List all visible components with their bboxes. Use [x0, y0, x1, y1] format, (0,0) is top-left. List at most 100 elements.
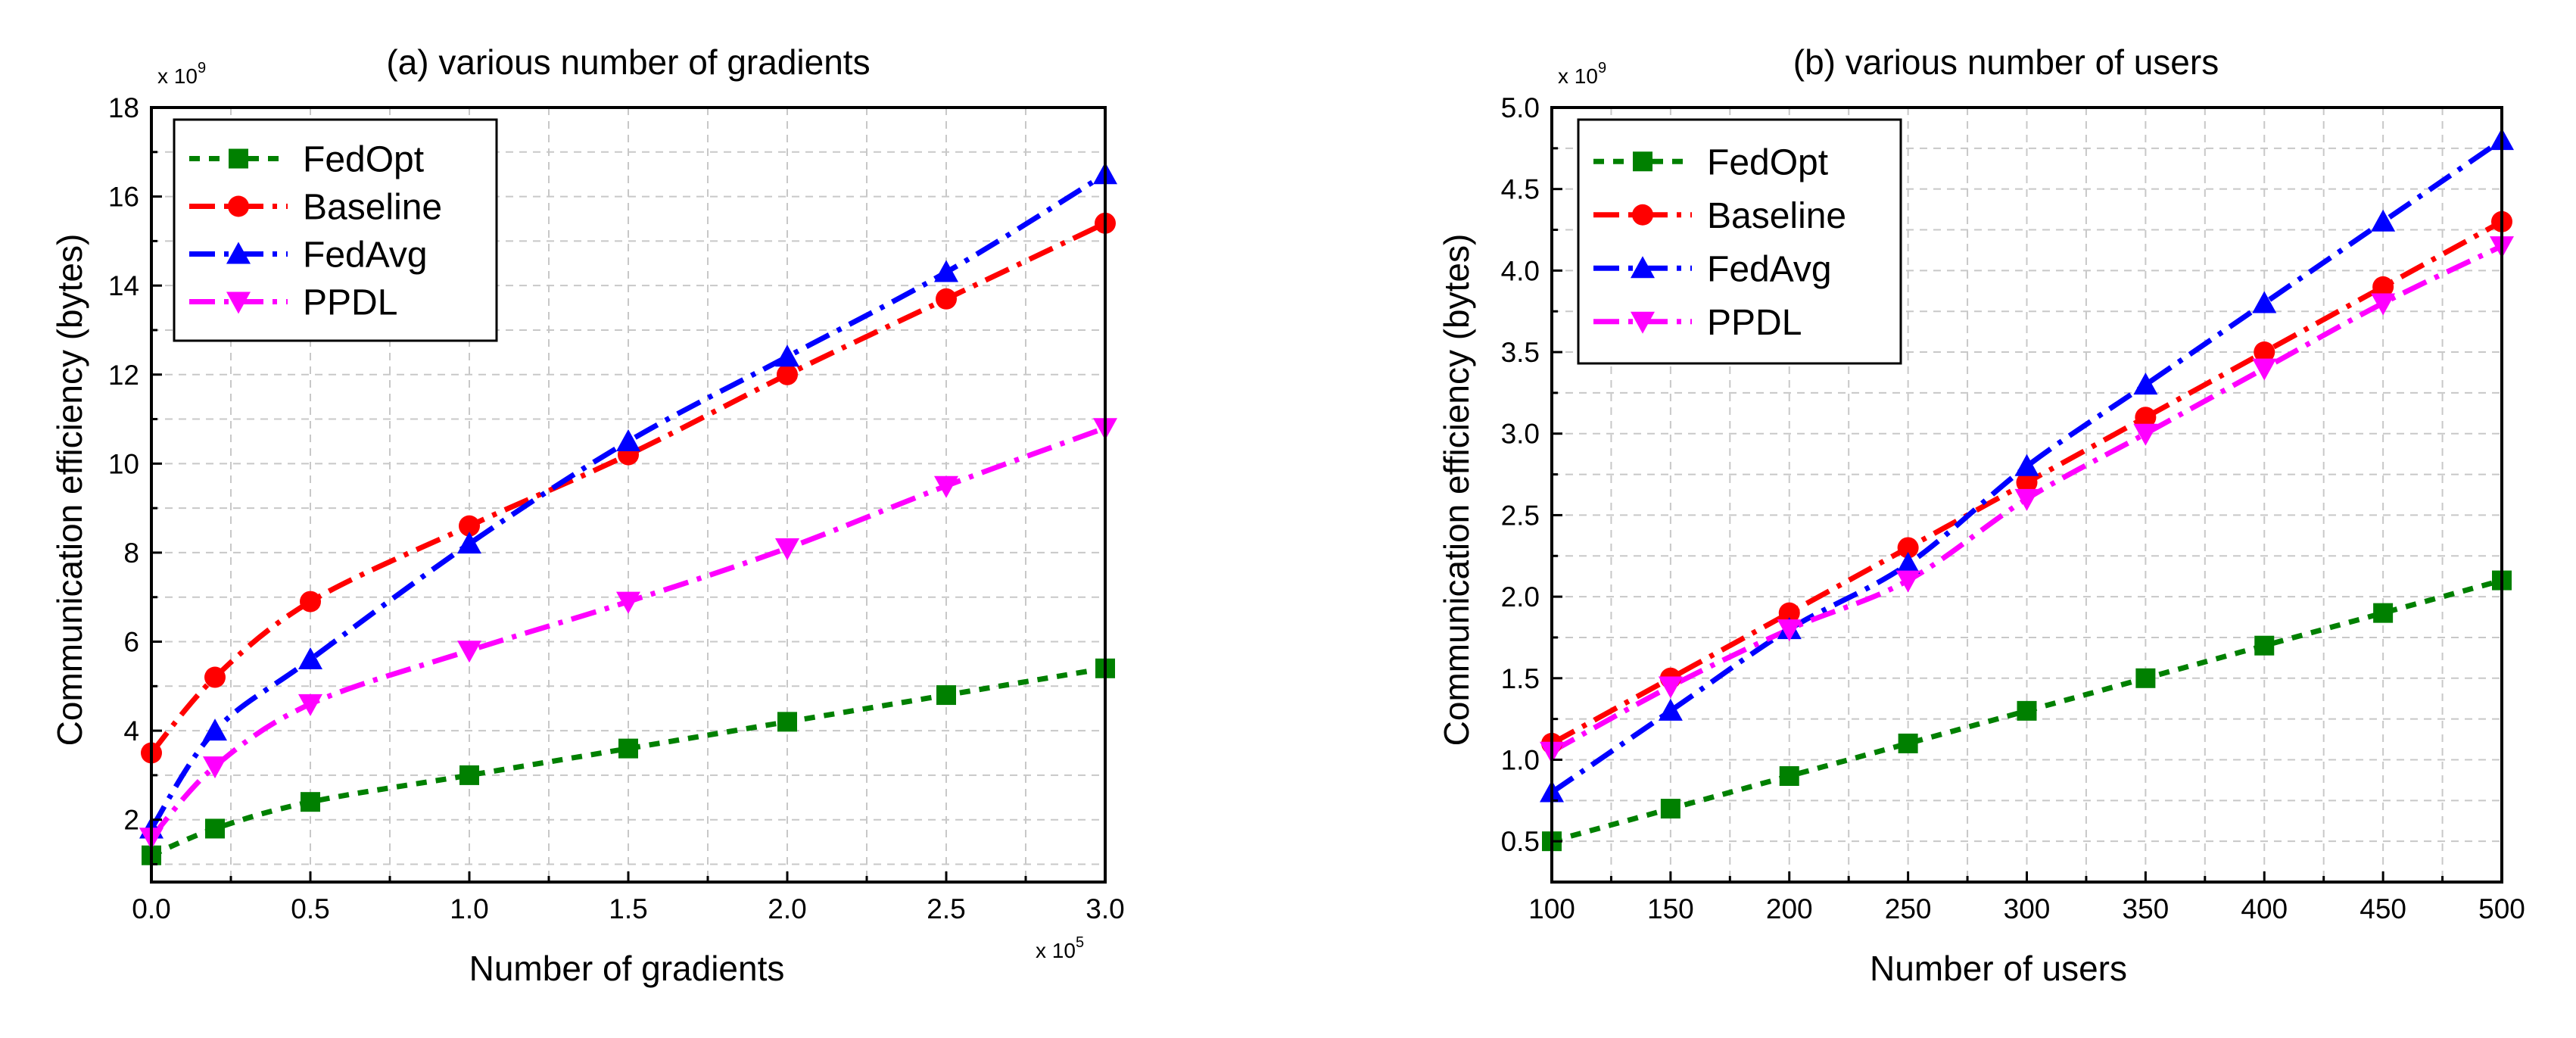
legend-label-ppdl: PPDL	[303, 283, 397, 323]
data-point-baseline	[2254, 341, 2275, 363]
x-axis-label: Number of users	[1870, 949, 2127, 988]
legend: FedOpt Baseline FedAvg PPDL	[1577, 118, 1902, 365]
data-point-fedavg	[934, 260, 958, 282]
y-axis-label: Communication efficiency (bytes)	[1437, 234, 1476, 747]
grid	[151, 107, 1106, 882]
series-line-baseline	[149, 220, 1107, 755]
x-tick-labels: 0.0 0.5 1.0 1.5 2.0 2.5 3.0	[132, 893, 1124, 924]
y-tick-label: 5.0	[1501, 92, 1540, 123]
x-tick-label: 200	[1766, 893, 1813, 924]
chart-title: (a) various number of gradients	[386, 42, 870, 82]
y-tick-label: 4.0	[1501, 255, 1540, 286]
data-point-baseline	[936, 288, 957, 310]
y-tick-label: 1.0	[1501, 744, 1540, 775]
data-point-fedavg	[616, 429, 640, 451]
y-tick-label: 3.0	[1501, 419, 1540, 450]
y-tick-label: 6	[123, 627, 139, 658]
legend-marker-fedavg	[226, 242, 251, 264]
data-point-ppdl	[2014, 488, 2039, 511]
legend-marker-baseline	[1632, 204, 1653, 226]
data-point-baseline	[1897, 537, 1919, 559]
data-point-ppdl	[1777, 619, 1802, 642]
y-tick-labels: 2 4 6 8 10 12 14 16 18	[108, 92, 139, 836]
y-tick-label: 2.0	[1501, 581, 1540, 613]
data-point-fedopt	[2373, 603, 2394, 623]
x-tick-label: 2.0	[768, 893, 806, 924]
y-tick-label: 10	[108, 448, 139, 479]
data-point-fedavg	[2133, 372, 2158, 395]
data-point-baseline	[1778, 602, 1800, 624]
x-tick-label: 500	[2478, 893, 2525, 924]
tick-marks	[150, 106, 1107, 882]
x-tick-label: 0.5	[291, 893, 329, 924]
data-point-ppdl	[203, 756, 227, 779]
data-point-ppdl	[2252, 358, 2277, 381]
data-point-baseline	[2372, 276, 2394, 298]
data-point-baseline	[459, 515, 480, 537]
y-tick-label: 18	[108, 92, 139, 123]
x-tick-labels: 100 150 200 250 300 350 400 450 500	[1528, 893, 2525, 924]
data-point-fedavg	[1658, 698, 1683, 721]
data-point-fedopt	[205, 818, 225, 839]
y-tick-label: 2.5	[1501, 500, 1540, 531]
data-point-ppdl	[457, 641, 481, 663]
data-point-baseline	[2016, 472, 2038, 494]
data-point-baseline	[2135, 407, 2157, 429]
data-point-fedavg	[2371, 209, 2396, 232]
x-tick-label: 1.5	[609, 893, 647, 924]
data-point-baseline	[300, 591, 321, 613]
y-tick-label: 12	[108, 360, 139, 391]
legend-label-fedopt: FedOpt	[1707, 142, 1828, 182]
data-point-fedavg	[775, 344, 799, 367]
legend-label-fedavg: FedAvg	[1707, 249, 1832, 289]
data-point-fedavg	[1895, 552, 1920, 575]
legend-marker-baseline	[228, 195, 249, 217]
y-tick-label: 2	[123, 805, 139, 836]
x-tick-label: 0.0	[132, 893, 170, 924]
data-point-baseline	[777, 363, 798, 385]
legend-label-baseline: Baseline	[1707, 196, 1846, 236]
data-point-ppdl	[298, 694, 322, 716]
y-tick-label: 14	[108, 270, 139, 301]
x-tick-label: 350	[2123, 893, 2170, 924]
y-multiplier: x 109	[1558, 60, 1606, 88]
data-point-fedopt	[301, 792, 320, 812]
series-line-fedavg	[149, 172, 1107, 831]
data-point-fedopt	[777, 712, 797, 732]
x-tick-label: 1.0	[450, 893, 488, 924]
data-point-fedopt	[2017, 700, 2037, 721]
data-point-fedopt	[1898, 733, 1918, 753]
tick-marks	[1550, 106, 2503, 882]
y-multiplier: x 109	[157, 60, 206, 88]
y-tick-labels: 0.5 1.0 1.5 2.0 2.5 3.0 3.5 4.0 4.5 5.0	[1501, 92, 1540, 857]
legend-label-ppdl: PPDL	[1707, 303, 1802, 343]
data-point-ppdl	[2371, 293, 2396, 316]
legend-label-fedopt: FedOpt	[303, 140, 424, 180]
x-multiplier: x 105	[1036, 934, 1084, 962]
x-tick-label: 250	[1885, 893, 1932, 924]
data-point-baseline	[204, 666, 226, 688]
y-tick-label: 8	[123, 538, 139, 569]
data-point-fedavg	[457, 531, 481, 554]
data-point-ppdl	[1658, 676, 1683, 699]
y-tick-label: 4.5	[1501, 174, 1540, 205]
x-tick-label: 400	[2241, 893, 2288, 924]
legend-label-baseline: Baseline	[303, 188, 442, 228]
legend-marker-ppdl	[1631, 311, 1655, 334]
x-tick-label: 150	[1647, 893, 1694, 924]
data-point-fedopt	[936, 685, 956, 706]
data-point-fedopt	[2135, 668, 2156, 688]
y-tick-label: 3.5	[1501, 337, 1540, 368]
data-point-fedavg	[2014, 454, 2039, 476]
x-axis-label: Number of gradients	[469, 949, 785, 988]
data-point-fedavg	[203, 718, 227, 741]
legend-marker-fedavg	[1631, 256, 1655, 279]
legend: FedOpt Baseline FedAvg PPDL	[173, 118, 498, 342]
x-tick-label: 2.5	[927, 893, 965, 924]
x-tick-label: 300	[2004, 893, 2051, 924]
y-tick-label: 16	[108, 182, 139, 213]
legend-marker-fedopt	[1633, 151, 1652, 172]
data-point-ppdl	[934, 475, 958, 498]
data-point-fedopt	[1779, 766, 1799, 787]
